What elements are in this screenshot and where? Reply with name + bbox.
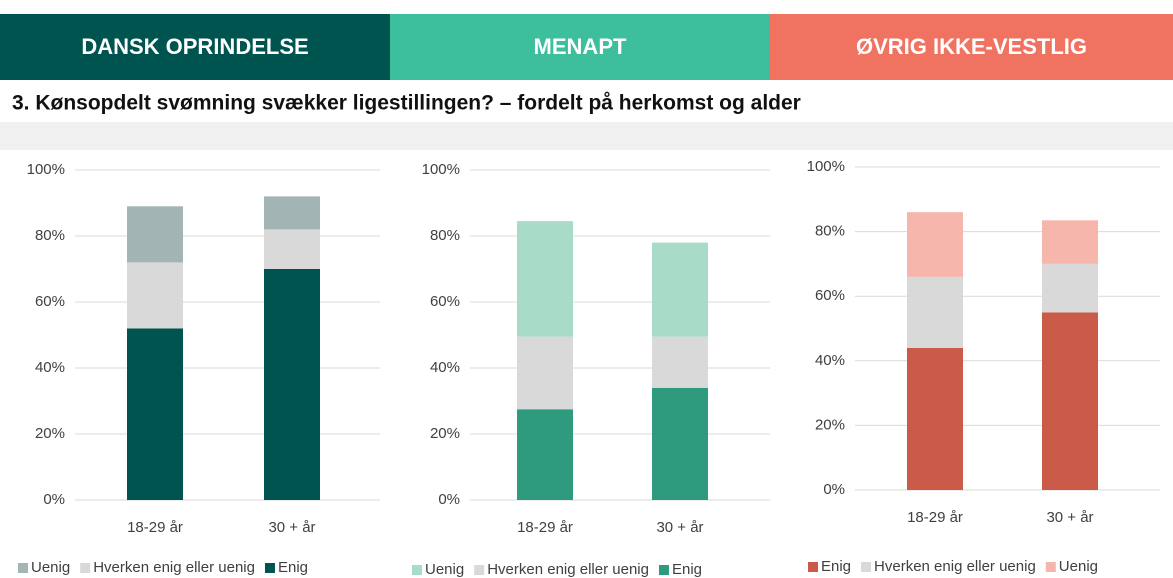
legend-label: Hverken enig eller uenig [93, 559, 255, 576]
bar-segment [517, 221, 573, 337]
bar-segment [1042, 263, 1098, 313]
legend-label: Enig [821, 558, 851, 575]
y-tick-label: 20% [35, 425, 65, 442]
legend-swatch [658, 565, 669, 575]
legend-swatch [264, 563, 275, 573]
y-tick-label: 80% [35, 227, 65, 244]
bar-segment [652, 242, 708, 337]
legend-swatch [18, 563, 28, 573]
legend-swatch [1045, 562, 1056, 572]
y-tick-label: 0% [438, 491, 460, 508]
y-tick-label: 80% [430, 227, 460, 244]
bar-segment [264, 269, 320, 500]
y-tick-label: 0% [823, 481, 845, 498]
bar-segment [907, 212, 963, 277]
y-tick-label: 100% [807, 158, 845, 175]
legend-swatch [412, 565, 422, 575]
bar-segment [264, 229, 320, 269]
bar-segment [1042, 312, 1098, 490]
bar-segment [652, 336, 708, 388]
legend-label: Hverken enig eller uenig [874, 558, 1036, 575]
x-tick-label: 30 + år [268, 519, 315, 536]
header-tab [390, 14, 770, 80]
bar-segment [652, 387, 708, 500]
legend-label: Hverken enig eller uenig [487, 561, 649, 578]
bar-segment [264, 196, 320, 230]
bar-segment [127, 328, 183, 500]
bar-segment [127, 262, 183, 329]
title-band [0, 122, 1173, 150]
y-tick-label: 100% [422, 161, 460, 178]
legend-swatch [474, 565, 485, 575]
legend-swatch [80, 563, 91, 573]
page-title: 3. Kønsopdelt svømning svækker ligestill… [12, 92, 801, 115]
header-tab [0, 14, 390, 80]
bar-segment [517, 409, 573, 500]
legend-label: Enig [278, 559, 308, 576]
bar-segment [1042, 220, 1098, 264]
x-tick-label: 18-29 år [517, 519, 573, 536]
y-tick-label: 40% [430, 359, 460, 376]
y-tick-label: 40% [815, 352, 845, 369]
y-tick-label: 60% [430, 293, 460, 310]
legend-swatch [808, 562, 818, 572]
bar-segment [517, 336, 573, 410]
bar-segment [907, 347, 963, 490]
y-tick-label: 80% [815, 223, 845, 240]
x-tick-label: 30 + år [1046, 509, 1093, 526]
header-label: ØVRIG IKKE-VESTLIG [856, 34, 1087, 59]
x-tick-label: 30 + år [656, 519, 703, 536]
y-tick-label: 60% [35, 293, 65, 310]
legend-swatch [861, 562, 872, 572]
y-tick-label: 40% [35, 359, 65, 376]
y-tick-label: 20% [430, 425, 460, 442]
legend-label: Enig [672, 561, 702, 578]
y-tick-label: 60% [815, 287, 845, 304]
bar-segment [907, 276, 963, 348]
y-tick-label: 100% [27, 161, 65, 178]
legend-label: Uenig [1059, 558, 1098, 575]
header-label: DANSK OPRINDELSE [81, 34, 308, 59]
y-tick-label: 0% [43, 491, 65, 508]
header-label: MENAPT [534, 34, 627, 59]
x-tick-label: 18-29 år [907, 509, 963, 526]
x-tick-label: 18-29 år [127, 519, 183, 536]
legend-label: Uenig [425, 561, 464, 578]
y-tick-label: 20% [815, 416, 845, 433]
bar-segment [127, 206, 183, 263]
legend-label: Uenig [31, 559, 70, 576]
header-tab [770, 14, 1173, 80]
